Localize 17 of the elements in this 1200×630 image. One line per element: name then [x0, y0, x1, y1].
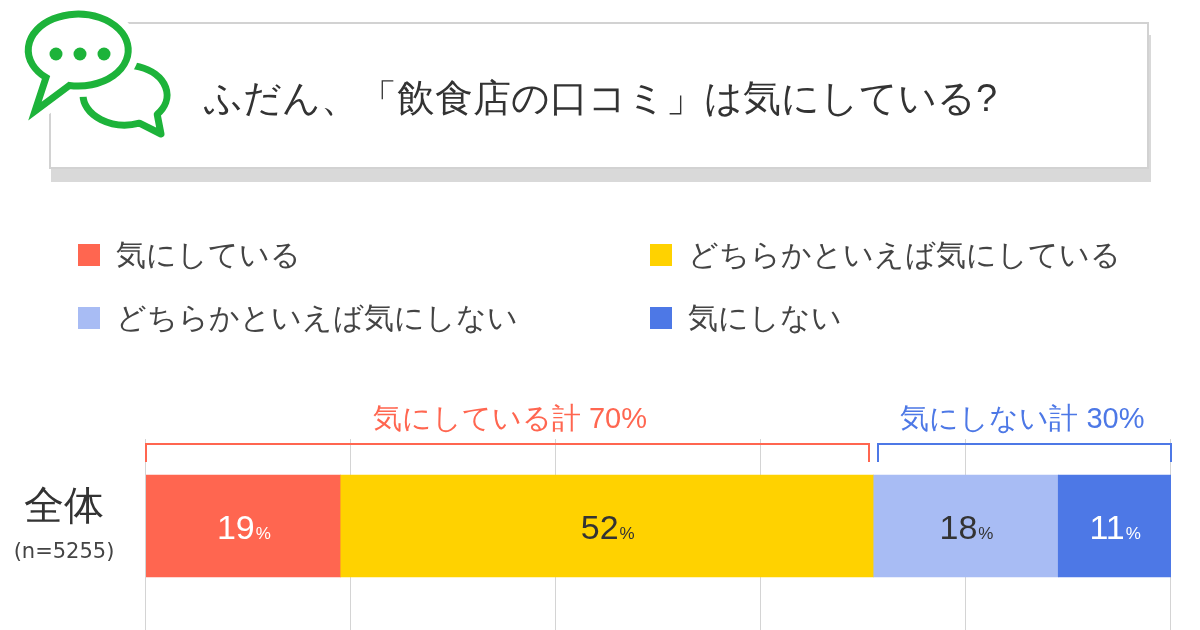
data-label: 52%: [580, 508, 635, 546]
legend-label: どちらかといえば気にしている: [688, 236, 1121, 273]
text: 気にしない計 30%: [900, 402, 1145, 434]
legend-label: 気にしない: [688, 299, 842, 336]
text: 気にしている計 70%: [372, 402, 647, 434]
y-tick-label: 全体: [24, 483, 104, 528]
legend-label: 気にしている: [116, 236, 301, 273]
legend-label: どちらかといえば気にしない: [116, 299, 518, 336]
chart-title: ふだん、「飲食店の口コミ」は気にしている?: [204, 76, 998, 121]
data-label: 19%: [216, 508, 271, 546]
bar: [340, 474, 875, 578]
text: (n=5255): [13, 539, 115, 564]
data-label: 18%: [939, 508, 994, 546]
bar: [146, 474, 342, 578]
data-label: 11%: [1089, 508, 1141, 546]
bar: [873, 474, 1059, 578]
bar: [1057, 474, 1171, 578]
